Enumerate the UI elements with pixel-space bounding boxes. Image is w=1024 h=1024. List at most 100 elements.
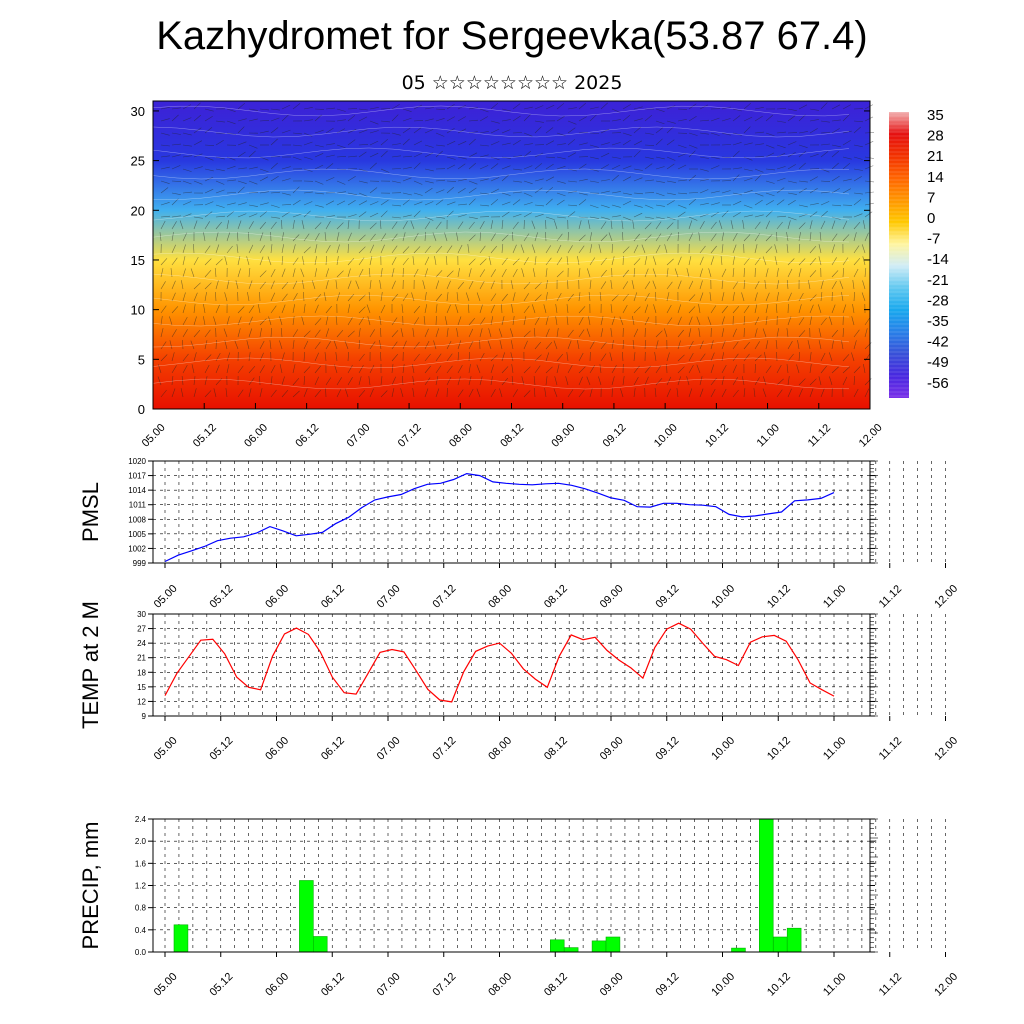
x-tick-label: 05.00 [152,583,180,611]
wind-barb [853,291,855,302]
wind-barb [259,291,261,302]
wind-barb [820,102,828,110]
wind-barb [468,328,474,338]
wind-barb [347,351,349,362]
wind-barb [776,187,785,194]
wind-barb [457,316,462,326]
wind-barb [720,255,723,266]
wind-barb [809,294,817,302]
wind-barb [699,104,709,110]
page-subtitle: 05 ☆☆☆☆☆☆☆☆ 2025 [401,72,623,94]
wind-barb [413,120,424,122]
wind-barb [864,232,869,242]
y-tick-label: 15 [137,683,146,692]
wind-barb [721,316,725,326]
wind-barb [182,353,189,362]
wind-barb [344,340,349,350]
x-tick-label: 10.00 [652,422,680,450]
wind-barb [358,180,368,184]
colorbar-label: 0 [927,210,935,227]
wind-barb [831,220,836,230]
wind-barb [413,162,421,170]
wind-barb [333,340,338,350]
wind-barb [743,168,753,172]
wind-barb [369,341,376,350]
wind-barb [193,127,202,134]
wind-barb [842,178,852,182]
wind-barb [567,293,574,302]
wind-barb [424,245,431,254]
wind-barb [413,201,423,206]
wind-barb [160,220,166,230]
wind-barb [248,267,251,278]
wind-barb [698,232,701,242]
wind-barb [798,258,806,266]
wind-barb [248,244,254,254]
wind-barb [754,267,756,278]
wind-barb [391,376,396,386]
y-tick-label: 20 [131,203,145,218]
wind-barb [181,375,184,386]
wind-barb [743,327,745,338]
wind-barb [743,116,753,122]
wind-barb [534,152,544,158]
colorbar-label: -7 [927,231,940,248]
wind-barb [523,282,531,290]
wind-barb [358,192,368,197]
wind-barb [314,144,324,148]
wind-barb [699,353,706,362]
wind-barb [622,192,632,195]
wind-barb [314,318,322,326]
wind-barb [554,376,558,386]
wind-barb [490,220,493,230]
wind-barb [864,211,873,218]
wind-barb [325,143,335,146]
x-tick-label: 07.00 [375,735,403,763]
wind-barb [820,168,830,173]
x-tick-label: 10.00 [709,583,737,611]
wind-barb [512,244,517,254]
wind-barb [864,317,871,326]
wind-barb [732,389,739,398]
wind-barb [424,187,433,194]
wind-barb [545,231,547,242]
y-tick-label: 15 [131,253,145,268]
wind-barb [831,128,840,134]
wind-barb [534,178,544,182]
wind-barb [743,126,751,134]
wind-barb [457,128,467,134]
wind-barb [776,166,786,170]
wind-barb [764,352,767,362]
wind-barb [732,377,738,386]
wind-barb [520,244,525,254]
wind-barb [336,168,347,170]
wind-barb [446,280,451,290]
wind-barb [610,220,613,230]
wind-barb [369,152,379,158]
wind-barb [281,114,289,122]
wind-barb [224,340,228,350]
wind-barb [556,244,562,254]
wind-barb [270,221,277,230]
wind-barb [611,340,614,350]
wind-barb [170,268,173,278]
wind-barb [237,151,246,158]
wind-barb [566,316,569,326]
wind-barb [204,376,208,386]
wind-barb [171,107,181,110]
wind-barb [688,352,694,362]
wind-barb [674,268,679,278]
wind-barb [433,340,437,350]
wind-barb [644,316,650,326]
wind-barb [270,364,276,374]
wind-barb [215,339,217,350]
wind-barb [600,269,607,278]
wind-barb [644,339,647,350]
wind-barb [446,353,453,362]
wind-barb [369,256,373,266]
wind-barb [369,364,375,374]
wind-barb [578,220,582,230]
wind-barb [259,365,265,374]
wind-barb [523,106,533,110]
wind-barb [786,244,789,254]
